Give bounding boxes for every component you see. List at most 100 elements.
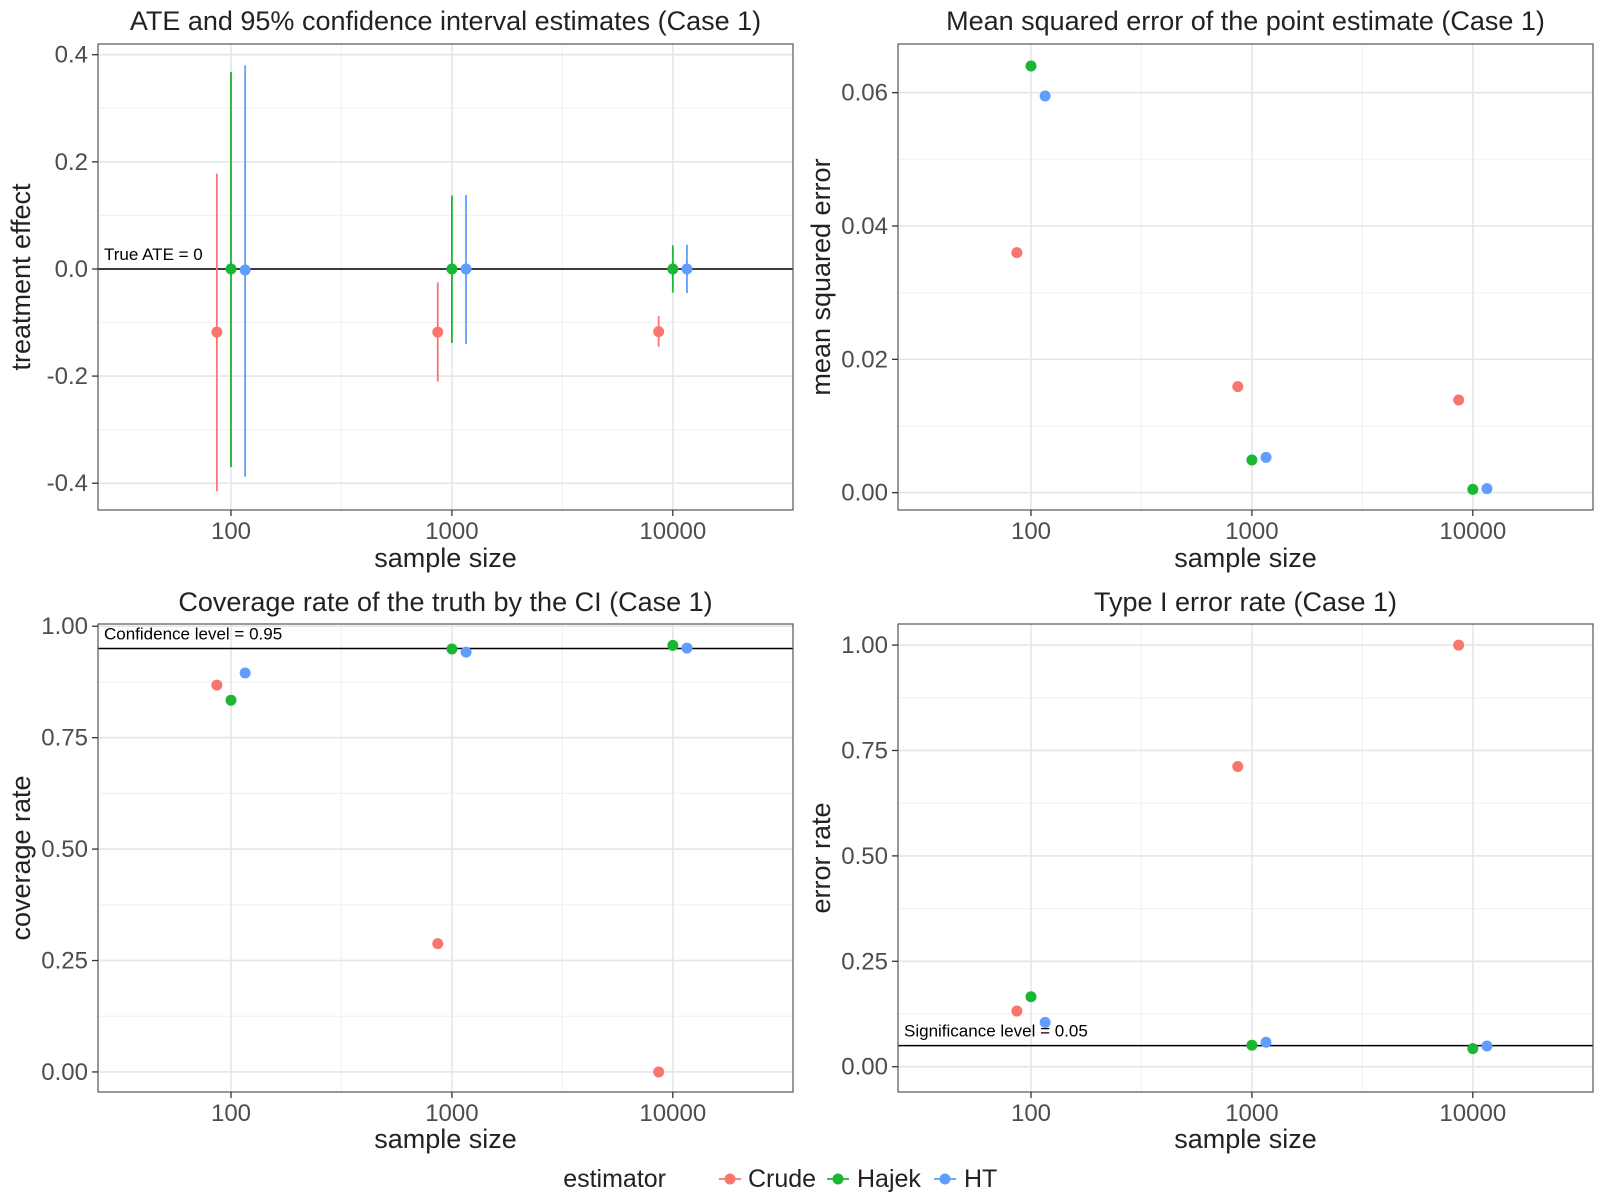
chart-title: Type I error rate (Case 1) <box>1094 587 1397 617</box>
data-point-ht <box>460 263 472 275</box>
data-point-crude <box>211 326 223 338</box>
y-tick-label: 0.25 <box>41 948 88 975</box>
chart-title: Coverage rate of the truth by the CI (Ca… <box>178 587 712 617</box>
data-point-crude <box>1011 247 1023 259</box>
legend-item-crude: Crude <box>719 1165 816 1193</box>
y-tick-label: 0.00 <box>41 1059 88 1086</box>
panel-border <box>897 43 1594 511</box>
data-point-hajek <box>1467 483 1479 495</box>
data-point-ht <box>1481 1040 1493 1052</box>
data-point-hajek <box>1025 991 1037 1003</box>
data-point-ht <box>239 667 251 679</box>
x-tick-label: 1000 <box>425 1100 478 1127</box>
y-tick-label: 1.00 <box>841 632 888 659</box>
x-tick-label: 100 <box>211 1100 251 1127</box>
chart-panels: True ATE = 0 100 1000 10000 -0.4 -0.2 0.0 0.2 0.… <box>6 6 1594 1154</box>
data-point-crude <box>1232 381 1244 393</box>
y-tick-label: 0.50 <box>841 843 888 870</box>
data-point-hajek <box>667 263 679 275</box>
chart-panel-coverage: Confidence level = 0.95 100 1000 10000 0.00 0… <box>6 587 794 1154</box>
y-tick-label: 0.50 <box>41 836 88 863</box>
data-point-ht <box>460 646 472 658</box>
x-tick-label: 100 <box>211 518 251 545</box>
data-point-hajek <box>225 694 237 706</box>
legend-item-label: Crude <box>748 1165 816 1193</box>
x-tick-label: 1000 <box>425 518 478 545</box>
data-point-ht <box>1260 451 1272 463</box>
chart-panel-ate: True ATE = 0 100 1000 10000 -0.4 -0.2 0.0 0.2 0.… <box>6 6 794 573</box>
y-axis-label: coverage rate <box>6 775 36 940</box>
chart-title: ATE and 95% confidence interval estimate… <box>130 6 761 36</box>
data-point-hajek <box>446 263 458 275</box>
data-point-crude <box>1232 761 1244 773</box>
y-tick-label: 0.75 <box>841 737 888 764</box>
data-point-crude <box>211 679 223 691</box>
reference-line-label: True ATE = 0 <box>104 245 203 264</box>
legend-item-hajek: Hajek <box>827 1165 921 1193</box>
data-point-hajek <box>1246 454 1258 466</box>
data-point-crude <box>1453 639 1465 651</box>
data-point-hajek <box>1467 1043 1479 1055</box>
legend-key-point <box>832 1173 844 1185</box>
data-point-ht <box>681 642 693 654</box>
x-axis-label: sample size <box>374 1124 517 1154</box>
data-point-crude <box>653 326 665 338</box>
data-point-crude <box>653 1066 665 1078</box>
y-tick-label: 0.00 <box>841 480 888 507</box>
y-tick-label: 0.75 <box>41 725 88 752</box>
y-tick-label: 1.00 <box>41 613 88 640</box>
data-point-hajek <box>667 639 679 651</box>
data-point-ht <box>681 263 693 275</box>
panel-border <box>97 43 794 511</box>
y-tick-label: 0.25 <box>841 948 888 975</box>
x-axis-label: sample size <box>1174 1124 1317 1154</box>
y-tick-label: 0.04 <box>841 213 888 240</box>
x-tick-label: 10000 <box>639 518 706 545</box>
chart-panel-typeI: Significance level = 0.05 100 1000 10000 0.0… <box>806 587 1594 1154</box>
y-tick-label: -0.2 <box>47 363 88 390</box>
data-point-ht <box>1039 90 1051 102</box>
y-tick-label: -0.4 <box>47 470 88 497</box>
x-tick-label: 1000 <box>1225 1100 1278 1127</box>
x-axis-label: sample size <box>374 543 517 573</box>
x-tick-label: 100 <box>1011 1100 1051 1127</box>
x-tick-label: 10000 <box>639 1100 706 1127</box>
y-tick-label: 0.06 <box>841 80 888 107</box>
y-tick-label: 0.00 <box>841 1054 888 1081</box>
x-axis-label: sample size <box>1174 543 1317 573</box>
y-tick-label: 0.4 <box>55 42 88 69</box>
legend: estimator Crude Hajek HT <box>563 1165 997 1193</box>
data-point-hajek <box>1025 60 1037 72</box>
data-point-ht <box>1039 1016 1051 1028</box>
chart-title: Mean squared error of the point estimate… <box>946 6 1545 36</box>
x-tick-label: 10000 <box>1439 518 1506 545</box>
data-point-crude <box>432 938 444 950</box>
chart-panel-mse: 100 1000 10000 0.00 0.02 0.04 0.06 Mean squared… <box>806 6 1594 573</box>
legend-key-point <box>939 1173 951 1185</box>
x-tick-label: 10000 <box>1439 1100 1506 1127</box>
y-tick-label: 0.02 <box>841 346 888 373</box>
data-point-crude <box>1011 1005 1023 1017</box>
panel-border <box>897 623 1594 1093</box>
data-point-hajek <box>446 643 458 655</box>
data-point-ht <box>1260 1036 1272 1048</box>
y-tick-label: 0.0 <box>55 256 88 283</box>
x-tick-label: 1000 <box>1225 518 1278 545</box>
legend-item-label: Hajek <box>857 1165 921 1193</box>
reference-line-label: Confidence level = 0.95 <box>104 625 282 644</box>
legend-key-point <box>724 1173 736 1185</box>
y-axis-label: mean squared error <box>806 158 836 395</box>
legend-item-ht: HT <box>934 1165 997 1193</box>
data-point-crude <box>1453 394 1465 406</box>
legend-item-label: HT <box>964 1165 997 1193</box>
data-point-ht <box>239 264 251 276</box>
x-tick-label: 100 <box>1011 518 1051 545</box>
data-point-hajek <box>225 263 237 275</box>
panel-border <box>97 623 794 1093</box>
reference-line-label: Significance level = 0.05 <box>904 1022 1088 1041</box>
y-axis-label: error rate <box>806 802 836 913</box>
data-point-hajek <box>1246 1039 1258 1051</box>
data-point-crude <box>432 326 444 338</box>
y-tick-label: 0.2 <box>55 149 88 176</box>
